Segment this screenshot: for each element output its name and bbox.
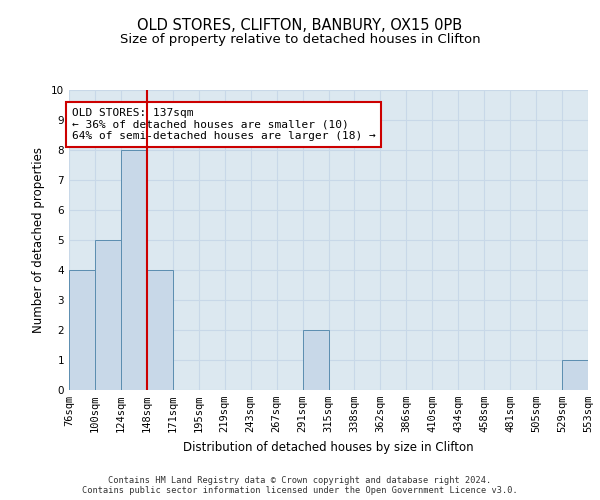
Bar <box>562 360 588 390</box>
Bar <box>121 150 147 390</box>
Bar <box>69 270 95 390</box>
Y-axis label: Number of detached properties: Number of detached properties <box>32 147 46 333</box>
Text: OLD STORES, CLIFTON, BANBURY, OX15 0PB: OLD STORES, CLIFTON, BANBURY, OX15 0PB <box>137 18 463 32</box>
Bar <box>95 240 121 390</box>
Text: Size of property relative to detached houses in Clifton: Size of property relative to detached ho… <box>119 32 481 46</box>
Text: Contains HM Land Registry data © Crown copyright and database right 2024.
Contai: Contains HM Land Registry data © Crown c… <box>82 476 518 495</box>
Text: OLD STORES: 137sqm
← 36% of detached houses are smaller (10)
64% of semi-detache: OLD STORES: 137sqm ← 36% of detached hou… <box>71 108 376 141</box>
X-axis label: Distribution of detached houses by size in Clifton: Distribution of detached houses by size … <box>183 440 474 454</box>
Bar <box>147 270 173 390</box>
Bar <box>302 330 329 390</box>
